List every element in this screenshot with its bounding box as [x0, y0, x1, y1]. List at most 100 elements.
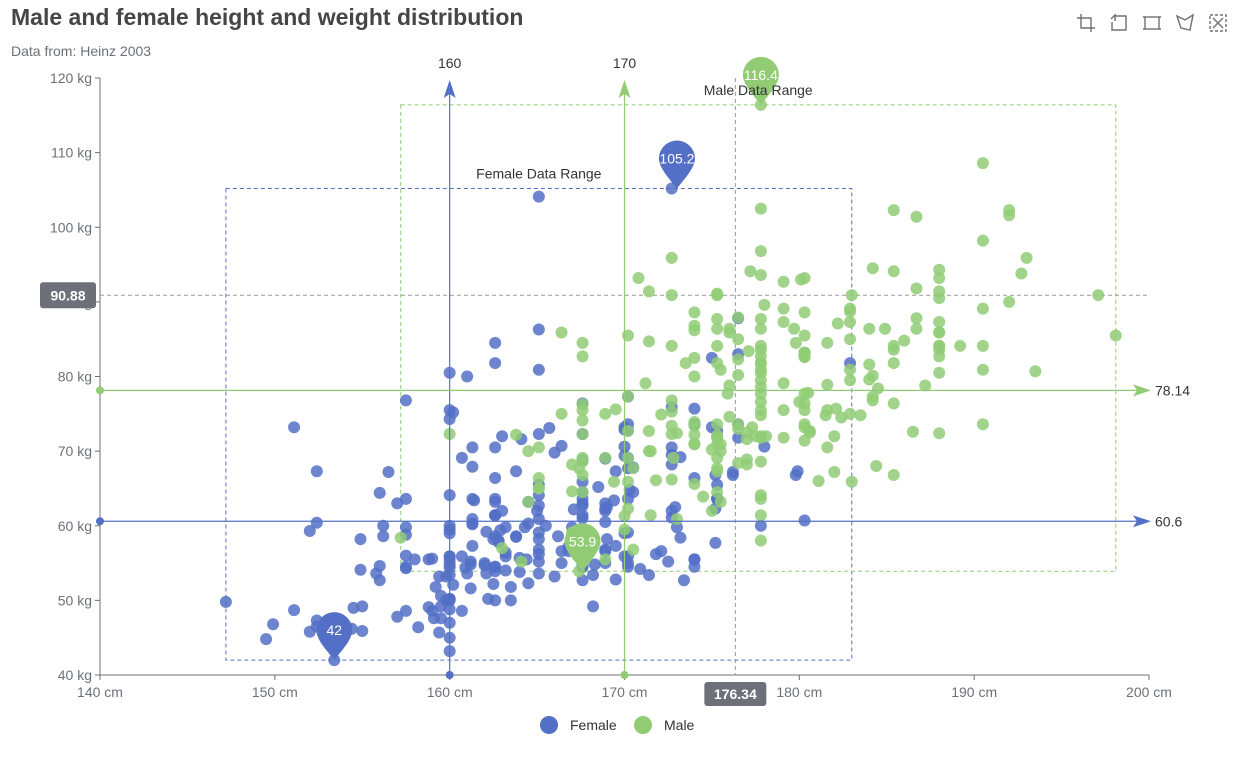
- male-point: [844, 407, 857, 420]
- male-point: [754, 202, 767, 215]
- female-point: [422, 601, 435, 614]
- male-point: [863, 322, 876, 335]
- male-point: [821, 378, 834, 391]
- female-point: [310, 465, 323, 478]
- male-point: [394, 531, 407, 544]
- female-point: [532, 323, 545, 336]
- legend-item-male[interactable]: Male: [634, 716, 695, 734]
- male-series: [394, 98, 1122, 578]
- female-point: [532, 363, 545, 376]
- male-point: [665, 405, 678, 418]
- female-point: [496, 430, 509, 443]
- female-point: [592, 480, 605, 493]
- female-point: [548, 570, 561, 583]
- male-point: [798, 329, 811, 342]
- female-markline-horizontal-arrow: [1133, 515, 1151, 528]
- female-point: [688, 402, 701, 415]
- male-point: [910, 322, 923, 335]
- male-point: [723, 410, 736, 423]
- female-point: [288, 421, 301, 434]
- female-point: [709, 536, 722, 549]
- female-point: [455, 550, 468, 563]
- male-point: [644, 509, 657, 522]
- female-point: [510, 530, 523, 543]
- mark-line-layer: [96, 80, 1151, 679]
- male-point: [688, 370, 701, 383]
- male-point: [1015, 267, 1028, 280]
- male-point: [754, 269, 767, 282]
- male-point: [609, 403, 622, 416]
- y-tick-label: 110 kg: [51, 145, 92, 161]
- male-point: [754, 430, 767, 443]
- legend-marker-female: [540, 716, 558, 734]
- male-point: [714, 495, 727, 508]
- male-point: [627, 543, 640, 556]
- female-point: [555, 439, 568, 452]
- male-point: [844, 316, 857, 329]
- brush-rect-icon[interactable]: [1141, 12, 1163, 34]
- zoom-icon[interactable]: [1075, 12, 1097, 34]
- female-point: [621, 560, 634, 573]
- male-point: [754, 350, 767, 363]
- male-point: [711, 451, 724, 464]
- brush-clear-icon[interactable]: [1207, 12, 1229, 34]
- x-tick-label: 170 cm: [602, 684, 648, 700]
- male-point: [887, 357, 900, 370]
- male-point: [933, 285, 946, 298]
- female-point: [373, 486, 386, 499]
- female-point: [599, 516, 612, 529]
- female-point: [478, 559, 491, 572]
- male-point: [754, 509, 767, 522]
- male-point: [798, 434, 811, 447]
- male-point: [976, 363, 989, 376]
- male-point: [599, 451, 612, 464]
- male-mark-point-label: 53.9: [569, 533, 596, 549]
- female-point: [674, 531, 687, 544]
- female-point: [455, 451, 468, 464]
- male-point: [754, 492, 767, 505]
- male-point: [845, 475, 858, 488]
- female-point: [655, 545, 668, 558]
- female-data-range-label: Female Data Range: [476, 165, 602, 181]
- zoom-reset-icon[interactable]: [1108, 12, 1130, 34]
- female-point: [429, 580, 442, 593]
- female-markline-vertical-label: 160: [438, 55, 462, 71]
- female-point: [489, 492, 502, 505]
- male-point: [532, 482, 545, 495]
- male-point: [744, 265, 757, 278]
- toolbox: [1075, 12, 1229, 34]
- legend-item-female[interactable]: Female: [540, 716, 617, 734]
- male-point: [898, 334, 911, 347]
- male-point: [711, 357, 724, 370]
- y-tick-label: 70 kg: [58, 443, 92, 459]
- male-point: [789, 336, 802, 349]
- female-point: [609, 573, 622, 586]
- male-point: [711, 486, 724, 499]
- male-point: [679, 357, 692, 370]
- male-point: [732, 311, 745, 324]
- male-point: [758, 298, 771, 311]
- brush-polygon-icon[interactable]: [1174, 12, 1196, 34]
- male-markline-vertical-label: 170: [613, 55, 637, 71]
- female-point: [532, 427, 545, 440]
- male-point: [1003, 295, 1016, 308]
- male-point: [863, 358, 876, 371]
- female-point: [662, 555, 675, 568]
- male-point: [831, 317, 844, 330]
- female-point: [532, 499, 545, 512]
- male-point: [933, 316, 946, 329]
- axes: 140 cm 150 cm 160 cm 170 cm 180 cm 190 cm 200 …: [50, 70, 1172, 700]
- male-point: [754, 455, 767, 468]
- female-point: [677, 574, 690, 587]
- male-mark-point-pin: [564, 523, 601, 572]
- legend-label-female: Female: [570, 717, 617, 733]
- female-point: [642, 569, 655, 582]
- male-point: [798, 306, 811, 319]
- male-point: [576, 414, 589, 427]
- male-point: [828, 430, 841, 443]
- female-point: [459, 561, 472, 574]
- female-point: [399, 394, 412, 407]
- female-point: [489, 357, 502, 370]
- male-point: [746, 421, 759, 434]
- male-point: [621, 502, 634, 515]
